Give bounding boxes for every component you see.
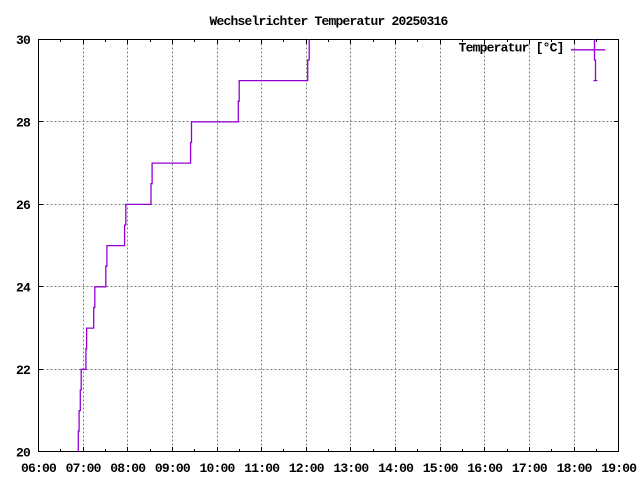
svg-text:Temperatur [°C]: Temperatur [°C] [459,41,564,56]
svg-text:20: 20 [16,446,31,461]
svg-text:30: 30 [16,33,31,48]
svg-text:12:00: 12:00 [289,461,325,476]
svg-text:26: 26 [16,198,31,213]
svg-text:28: 28 [16,116,31,131]
svg-text:19:00: 19:00 [601,461,637,476]
svg-text:06:00: 06:00 [21,461,57,476]
svg-text:10:00: 10:00 [199,461,235,476]
svg-text:14:00: 14:00 [378,461,414,476]
svg-text:24: 24 [16,281,31,296]
svg-text:22: 22 [16,363,31,378]
svg-text:07:00: 07:00 [66,461,102,476]
svg-text:Wechselrichter Temperatur 2025: Wechselrichter Temperatur 20250316 [209,14,448,29]
svg-text:11:00: 11:00 [244,461,280,476]
svg-text:16:00: 16:00 [467,461,503,476]
svg-text:08:00: 08:00 [110,461,146,476]
svg-text:18:00: 18:00 [557,461,593,476]
svg-text:17:00: 17:00 [512,461,548,476]
svg-text:09:00: 09:00 [155,461,191,476]
svg-text:13:00: 13:00 [333,461,369,476]
svg-text:15:00: 15:00 [423,461,459,476]
